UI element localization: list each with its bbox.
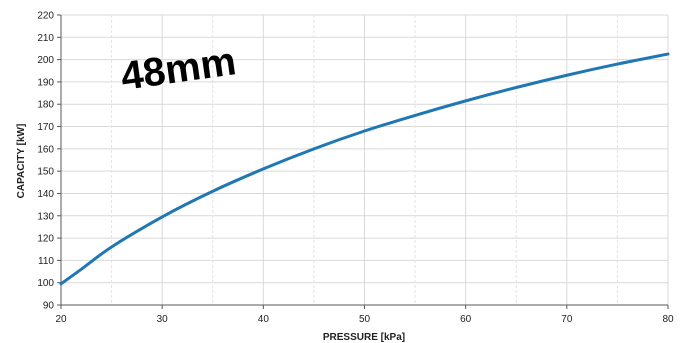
grid xyxy=(61,14,669,305)
y-tick-label: 200 xyxy=(37,55,54,66)
x-tick-label: 30 xyxy=(157,314,169,325)
y-tick-label: 220 xyxy=(37,11,54,22)
y-tick-label: 150 xyxy=(37,167,54,178)
capacity-curve xyxy=(59,52,670,286)
y-tick-label: 140 xyxy=(37,189,54,200)
x-tick-label: 20 xyxy=(55,314,67,325)
size-annotation: 48mm xyxy=(118,39,239,99)
y-tick-label: 110 xyxy=(38,256,54,267)
x-axis-title: PRESSURE [kPa] xyxy=(323,332,405,343)
y-tick-label: 170 xyxy=(37,122,54,133)
y-tick-label: 190 xyxy=(37,77,54,88)
y-axis-title: CAPACITY [kW] xyxy=(16,124,27,199)
y-tick-label: 160 xyxy=(37,144,54,155)
series xyxy=(59,52,670,286)
x-tick-label: 60 xyxy=(460,314,472,325)
y-tick-label: 180 xyxy=(37,100,54,111)
axes xyxy=(57,14,669,309)
x-tick-label: 80 xyxy=(662,314,674,325)
x-tick-label: 50 xyxy=(359,314,371,325)
x-tick-label: 40 xyxy=(258,314,270,325)
y-tick-label: 100 xyxy=(37,278,54,289)
tick-labels: 90 100 110 120 130 140 150 160 170 180 190 200 210 22… xyxy=(37,11,674,326)
y-tick-label: 90 xyxy=(43,301,55,312)
y-tick-label: 120 xyxy=(37,234,54,245)
y-tick-label: 210 xyxy=(37,33,54,44)
y-tick-label: 130 xyxy=(37,211,54,222)
x-tick-label: 70 xyxy=(561,314,573,325)
